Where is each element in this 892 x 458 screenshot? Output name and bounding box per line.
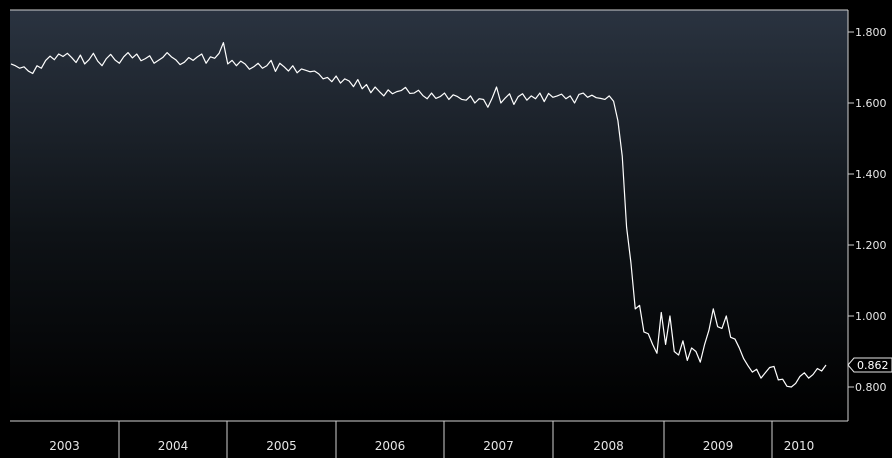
y-tick-label: 1.400 bbox=[855, 168, 887, 181]
y-tick-label: 1.600 bbox=[855, 97, 887, 110]
last-value-marker: 0.862 bbox=[847, 357, 892, 373]
last-value-label: 0.862 bbox=[857, 359, 889, 372]
x-tick-label: 2004 bbox=[158, 439, 189, 453]
x-tick-label: 2003 bbox=[49, 439, 80, 453]
y-axis: 1.800 1.600 1.400 1.200 1.000 0.800 bbox=[848, 26, 887, 394]
x-tick-label: 2005 bbox=[266, 439, 297, 453]
x-axis: 2003 2004 2005 2006 2007 2008 2009 2010 bbox=[49, 421, 814, 458]
series-line bbox=[10, 42, 827, 388]
y-tick-label: 1.200 bbox=[855, 239, 887, 252]
last-value-tag bbox=[847, 357, 892, 373]
y-tick-label: 0.800 bbox=[855, 381, 887, 394]
x-tick-label: 2008 bbox=[593, 439, 624, 453]
x-tick-label: 2009 bbox=[703, 439, 734, 453]
x-tick-label: 2006 bbox=[375, 439, 406, 453]
x-tick-label: 2007 bbox=[483, 439, 514, 453]
y-tick-label: 1.800 bbox=[855, 26, 887, 39]
x-tick-label: 2010 bbox=[784, 439, 815, 453]
plot-background bbox=[10, 10, 848, 421]
y-tick-label: 1.000 bbox=[855, 310, 887, 323]
